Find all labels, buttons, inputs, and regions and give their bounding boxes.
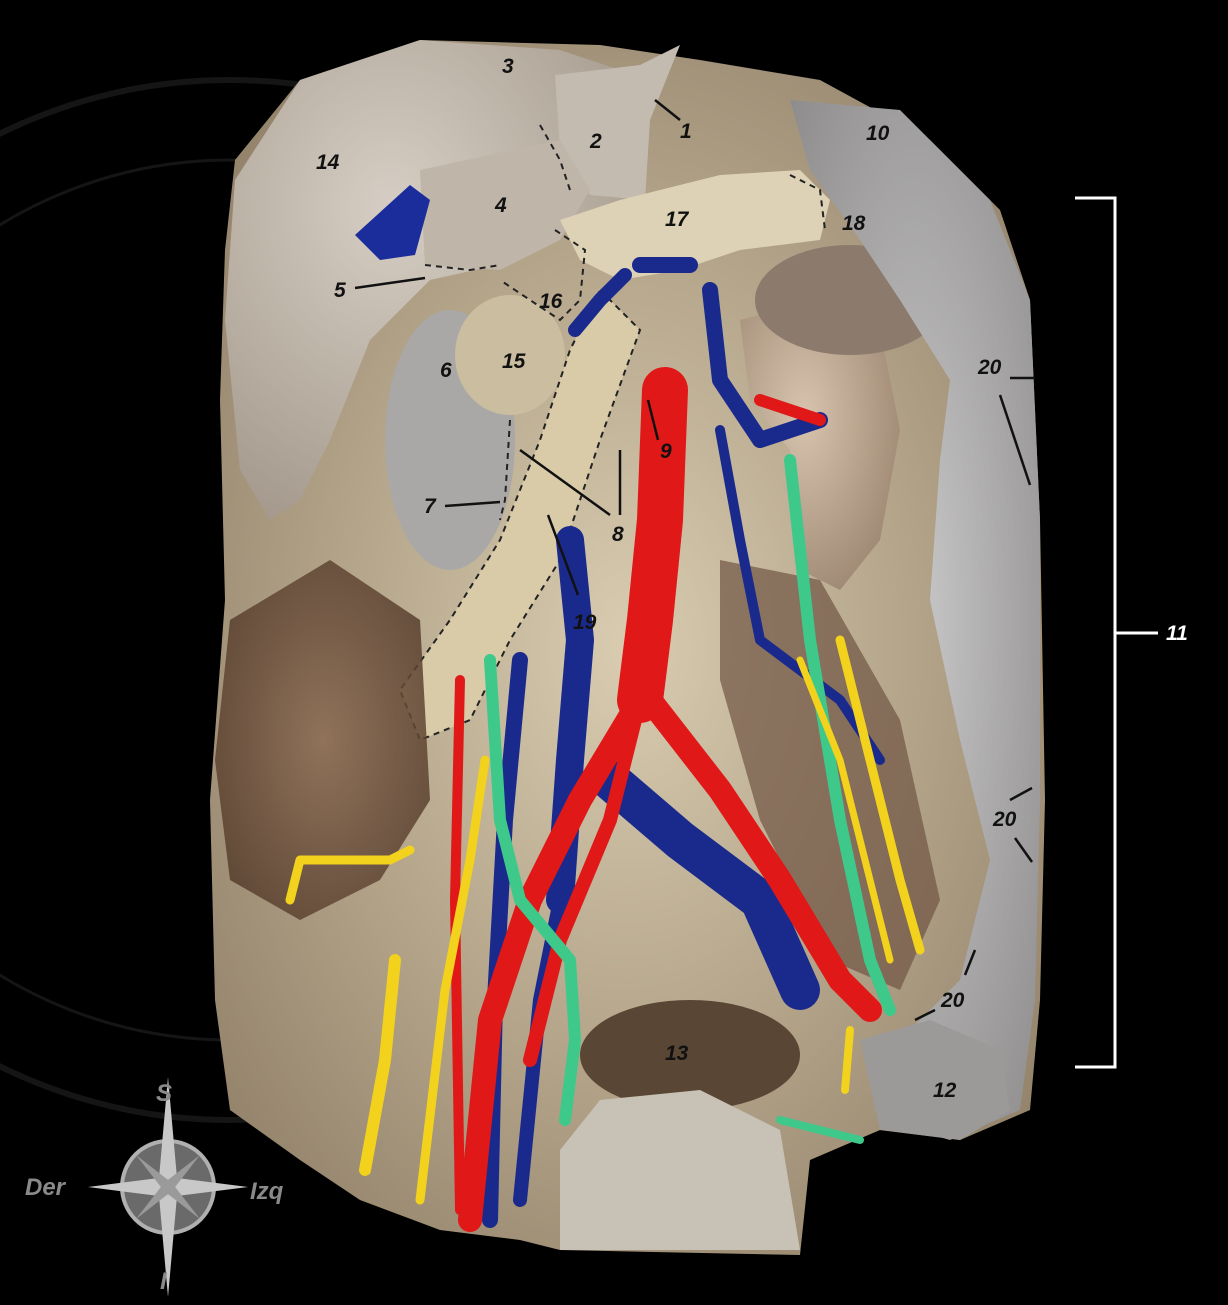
label-20-upper: 20: [978, 356, 1002, 379]
liver-lobe-4: [420, 140, 590, 270]
liver-lobe-2: [555, 45, 680, 200]
label-10: 10: [866, 122, 890, 145]
label-3: 3: [502, 55, 514, 78]
label-9: 9: [660, 440, 672, 463]
psoas-muscle: [215, 560, 430, 920]
label-8: 8: [612, 523, 624, 546]
label-11: 11: [1166, 622, 1188, 645]
label-1: 1: [680, 120, 692, 143]
compass-label-inferior: I: [160, 1268, 167, 1295]
label-20-middle: 20: [993, 808, 1017, 831]
vein-patch: [355, 185, 430, 260]
label-16: 16: [539, 290, 563, 313]
label-4: 4: [495, 194, 507, 217]
organ-15: [455, 295, 565, 415]
organ-13: [580, 1000, 800, 1110]
compass-label-right: Der: [25, 1174, 66, 1201]
organ-12: [860, 1020, 1010, 1140]
label-5: 5: [334, 279, 346, 302]
rectum: [560, 1090, 800, 1250]
pancreas: [560, 170, 830, 280]
label-20-lower: 20: [941, 989, 965, 1012]
compass-label-superior: S: [156, 1080, 173, 1107]
label-14: 14: [316, 151, 340, 174]
kidney: [740, 300, 900, 590]
label-13: 13: [665, 1042, 689, 1065]
label-6: 6: [440, 359, 452, 382]
colon: [790, 100, 1040, 1140]
label-18: 18: [842, 212, 866, 235]
label-12: 12: [933, 1079, 957, 1102]
bracket-11: [1075, 196, 1158, 1069]
nerves: [285, 454, 925, 1205]
label-19: 19: [573, 611, 597, 634]
label-2: 2: [590, 130, 602, 153]
compass-rose-icon: [88, 1077, 248, 1297]
compass-label-left: Izq: [250, 1178, 284, 1205]
label-15: 15: [502, 350, 526, 373]
duodenum: [398, 288, 642, 742]
arteries: [450, 367, 882, 1232]
dashed-outlines: [424, 124, 826, 521]
leader-lines: [354, 99, 1035, 1022]
label-17: 17: [665, 208, 689, 231]
label-7: 7: [424, 495, 436, 518]
